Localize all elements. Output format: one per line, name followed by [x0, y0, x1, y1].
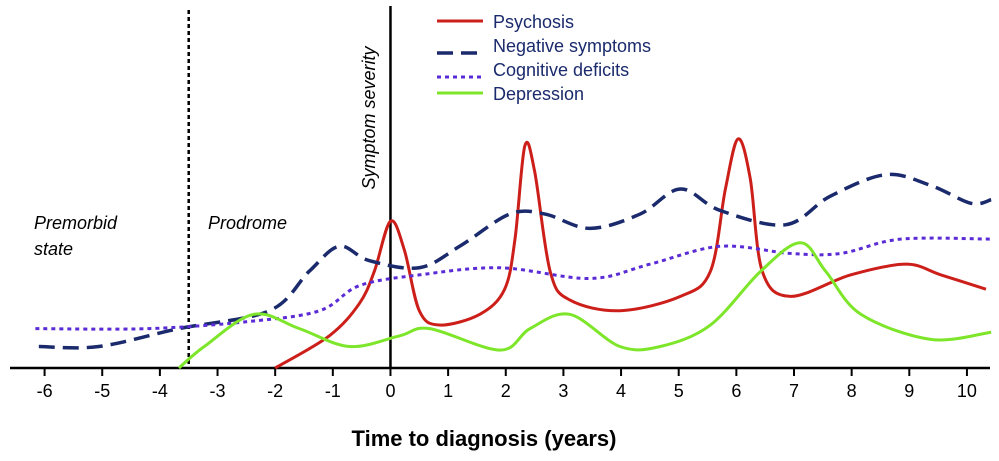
x-tick-label: -4: [152, 381, 168, 401]
x-tick-label: -1: [325, 381, 341, 401]
x-tick-label: 9: [904, 381, 914, 401]
x-tick-label: -6: [37, 381, 53, 401]
x-tick-label: -2: [267, 381, 283, 401]
legend-label: Cognitive deficits: [493, 60, 629, 80]
x-tick-label: 10: [957, 381, 977, 401]
x-tick-label: 8: [847, 381, 857, 401]
series-line: [35, 236, 992, 331]
series-line: [38, 172, 992, 350]
series-line: [274, 137, 987, 370]
x-tick-label: -3: [210, 381, 226, 401]
x-tick-label: 7: [789, 381, 799, 401]
x-tick-label: 1: [443, 381, 453, 401]
legend-label: Negative symptoms: [493, 36, 651, 56]
annotation: state: [34, 239, 73, 259]
x-tick-label: -5: [94, 381, 110, 401]
legend-label: Depression: [493, 84, 584, 104]
series-line: [177, 241, 992, 370]
x-axis-label: Time to diagnosis (years): [352, 426, 617, 451]
x-tick-label: 0: [385, 381, 395, 401]
y-axis-label: Symptom severity: [359, 45, 379, 189]
legend-label: Psychosis: [493, 12, 574, 32]
x-tick-label: 2: [501, 381, 511, 401]
x-tick-label: 6: [731, 381, 741, 401]
x-tick-label: 3: [558, 381, 568, 401]
x-tick-label: 5: [674, 381, 684, 401]
x-tick-label: 4: [616, 381, 626, 401]
annotation: Prodrome: [208, 213, 287, 233]
annotation: Premorbid: [34, 213, 118, 233]
